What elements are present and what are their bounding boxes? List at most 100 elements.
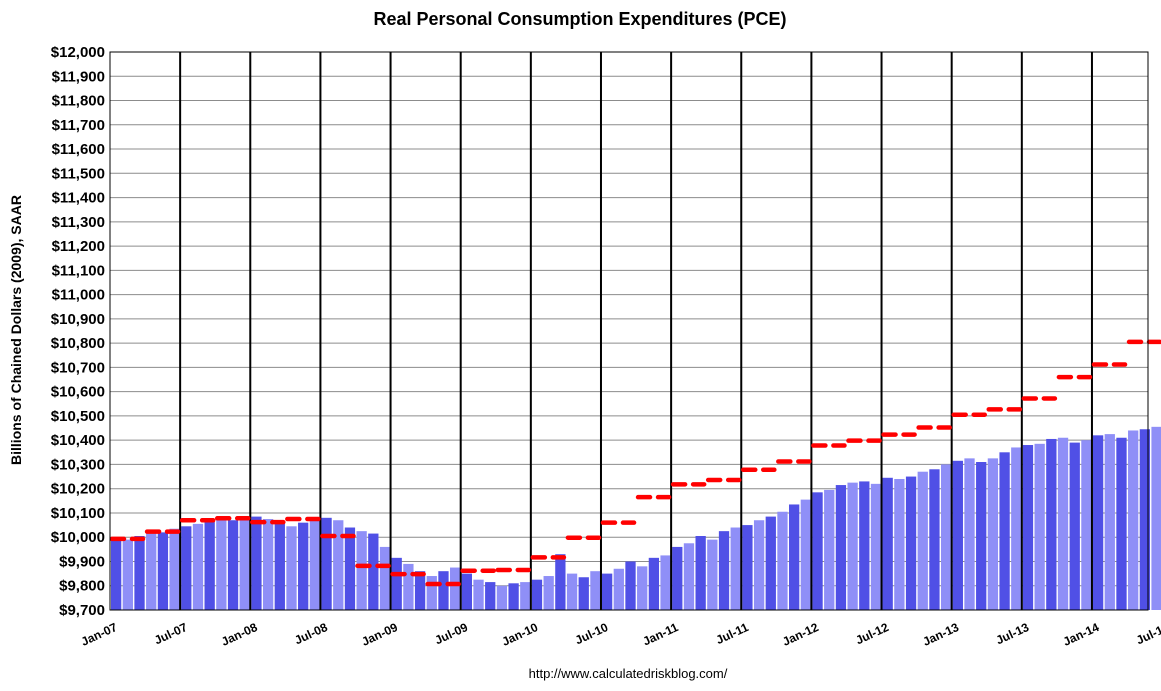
monthly-bar: [1104, 434, 1115, 610]
x-tick-label: Jan-07: [79, 620, 120, 649]
monthly-bar: [157, 532, 169, 610]
x-tick-labels: Jan-07 Jul-07 Jan-08 Jul-08 Jan-09 Jul-09 Jan-…: [79, 620, 1161, 649]
y-tick-label: $10,000: [51, 529, 105, 546]
vertical-gridlines: [179, 52, 1093, 610]
y-tick-label: $10,500: [51, 408, 105, 425]
horizontal-gridlines: [110, 51, 1148, 611]
monthly-bar: [800, 499, 811, 610]
x-tick-label: Jan-09: [359, 620, 400, 649]
monthly-bar: [999, 452, 1010, 610]
monthly-bar: [753, 520, 765, 610]
monthly-bar: [683, 543, 695, 610]
monthly-bar: [637, 566, 648, 610]
y-tick-label: $9,700: [59, 602, 105, 619]
monthly-bar: [1128, 430, 1139, 610]
x-tick-label: Jul-07: [152, 620, 190, 647]
monthly-bar: [812, 492, 823, 610]
x-tick-label: Jan-10: [500, 620, 541, 649]
x-tick-label: Jul-09: [433, 620, 471, 647]
monthly-bar: [122, 539, 133, 610]
monthly-bar: [870, 483, 882, 610]
x-tick-label: Jan-14: [1061, 620, 1102, 649]
monthly-bar: [730, 527, 741, 610]
monthly-bar: [660, 555, 671, 610]
monthly-bar: [239, 517, 250, 610]
monthly-bar: [403, 563, 414, 610]
y-tick-label: $11,500: [52, 165, 105, 182]
monthly-bar: [333, 520, 344, 610]
monthly-bar: [859, 481, 870, 610]
x-tick-label: Jan-11: [641, 620, 681, 649]
y-tick-label: $11,200: [52, 238, 105, 255]
monthly-bar: [824, 489, 835, 610]
monthly-bar: [964, 458, 975, 610]
y-tick-label: $12,000: [51, 44, 105, 61]
monthly-bar: [204, 520, 215, 610]
y-tick-label: $10,900: [51, 311, 105, 328]
monthly-bar: [894, 478, 905, 610]
monthly-bar: [368, 533, 379, 610]
monthly-bar: [531, 579, 543, 610]
monthly-bar: [508, 583, 519, 610]
y-tick-label: $10,200: [51, 481, 105, 498]
monthly-bar: [976, 462, 987, 610]
monthly-bar: [461, 573, 472, 610]
monthly-bar: [473, 579, 484, 610]
y-tick-label: $11,000: [52, 287, 105, 304]
monthly-bar: [485, 582, 496, 610]
y-tick-label: $11,300: [52, 214, 105, 231]
monthly-bar: [543, 576, 554, 610]
y-tick-label: $11,400: [52, 190, 105, 207]
monthly-bar: [765, 516, 776, 610]
x-tick-label: Jul-08: [292, 620, 330, 647]
monthly-bar: [578, 577, 589, 610]
monthly-bar: [1046, 438, 1057, 610]
monthly-bar: [1151, 426, 1161, 610]
monthly-bar: [227, 520, 239, 610]
monthly-bar: [1022, 445, 1034, 610]
monthly-bar: [590, 571, 601, 610]
y-tick-label: $11,600: [52, 141, 105, 158]
y-tick-label: $11,900: [52, 68, 105, 85]
monthly-bar: [251, 516, 262, 610]
y-tick-label: $10,100: [51, 505, 105, 522]
monthly-bar: [216, 517, 227, 610]
y-tick-labels: $9,700 $9,800 $9,900 $10,000 $10,100 $10,200 $…: [51, 44, 105, 619]
monthly-bar: [1081, 440, 1092, 610]
y-tick-label: $10,400: [51, 432, 105, 449]
monthly-bar: [789, 504, 800, 610]
monthly-bar: [695, 536, 706, 610]
monthly-bar: [438, 571, 449, 610]
y-tick-label: $11,100: [52, 262, 105, 279]
monthly-bar: [952, 460, 963, 610]
monthly-bar: [344, 527, 356, 610]
chart-title: Real Personal Consumption Expenditures (…: [373, 9, 786, 29]
y-tick-label: $10,700: [51, 359, 105, 376]
monthly-bar: [520, 582, 531, 610]
source-url: http://www.calculatedriskblog.com/: [529, 666, 728, 681]
monthly-bar: [298, 522, 309, 610]
monthly-bar: [146, 533, 157, 610]
x-tick-label: Jan-12: [780, 620, 821, 649]
monthly-bar: [648, 557, 660, 610]
monthly-bar: [987, 458, 999, 610]
monthly-bar: [379, 546, 391, 610]
x-tick-label: Jul-13: [994, 620, 1032, 647]
quarterly-markers: [109, 339, 1161, 587]
monthly-bar: [391, 557, 402, 610]
monthly-bar: [905, 476, 917, 610]
monthly-bar: [356, 531, 367, 610]
bar-series: [111, 426, 1161, 610]
monthly-bar: [286, 526, 297, 610]
y-tick-label: $10,300: [51, 456, 105, 473]
monthly-bar: [882, 477, 893, 610]
monthly-bar: [625, 561, 636, 610]
monthly-bar: [309, 520, 321, 610]
monthly-bar: [181, 526, 192, 610]
monthly-bar: [1069, 442, 1080, 610]
monthly-bar: [835, 485, 847, 610]
monthly-bar: [707, 539, 718, 610]
monthly-bar: [414, 571, 426, 610]
y-tick-label: $11,700: [52, 117, 105, 134]
y-axis-label: Billions of Chained Dollars (2009), SAAR: [8, 195, 24, 465]
